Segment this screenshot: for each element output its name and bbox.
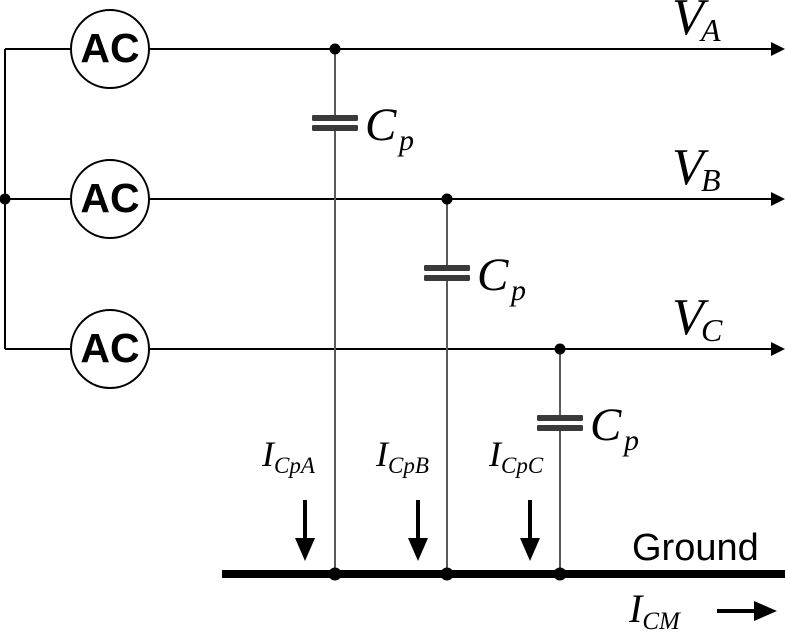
svg-text:C: C <box>365 99 397 151</box>
svg-text:p: p <box>397 124 414 157</box>
svg-text:AC: AC <box>80 175 139 221</box>
svg-text:p: p <box>509 274 526 307</box>
svg-text:C: C <box>477 249 509 301</box>
svg-text:Ground: Ground <box>632 527 759 569</box>
svg-text:B: B <box>701 162 721 198</box>
svg-text:AC: AC <box>80 25 139 71</box>
svg-text:p: p <box>622 424 639 457</box>
svg-text:C: C <box>590 399 622 451</box>
svg-text:A: A <box>699 12 721 48</box>
svg-text:C: C <box>701 312 723 348</box>
svg-text:AC: AC <box>80 325 139 371</box>
